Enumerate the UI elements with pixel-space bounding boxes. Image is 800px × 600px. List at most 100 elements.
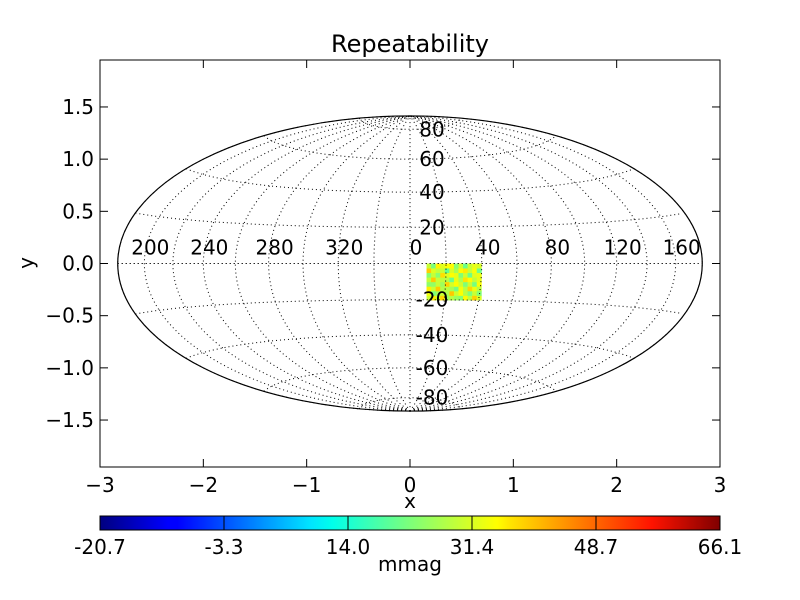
data-cell [431, 263, 437, 269]
data-cell [426, 290, 432, 296]
x-tick-label: −3 [85, 473, 114, 497]
data-cell [458, 281, 464, 287]
meridian-line [409, 115, 586, 412]
data-cell [458, 290, 464, 296]
y-tick-label: 1.0 [62, 147, 94, 171]
y-tick-label: 0.5 [62, 199, 94, 223]
data-cell [431, 277, 437, 283]
data-cell [449, 277, 455, 283]
data-cell [431, 281, 437, 287]
meridian-label: 80 [545, 236, 570, 260]
x-tick-label: 1 [507, 473, 520, 497]
colorbar-tick-label: -20.7 [74, 535, 126, 559]
meridian-label: 120 [604, 236, 642, 260]
data-cell [440, 286, 446, 292]
data-cell [463, 263, 468, 269]
meridian-line [143, 115, 411, 412]
data-cell [435, 290, 441, 296]
parallel-label: 60 [419, 147, 444, 171]
parallel-label: -40 [416, 323, 449, 347]
data-cell [458, 286, 464, 292]
y-ticks: 1.5 1.0 0.5 0.0 −0.5 −1.0 −1.5 [45, 95, 720, 432]
data-cell [467, 263, 473, 269]
data-cell [463, 295, 468, 301]
x-tick-label: 2 [610, 473, 623, 497]
data-cell [476, 281, 482, 287]
data-cell [440, 277, 446, 283]
data-cell [467, 281, 473, 287]
colorbar-tick-label: -3.3 [204, 535, 243, 559]
data-cell [467, 286, 473, 292]
colorbar-label: mmag [378, 552, 442, 576]
y-axis-label: y [14, 257, 38, 269]
meridian-label: 40 [475, 236, 500, 260]
data-cell [444, 268, 450, 274]
data-cell [444, 286, 450, 292]
y-tick-label: 0.0 [62, 252, 94, 276]
data-cell [458, 272, 464, 278]
meridian-line [234, 115, 411, 412]
data-cell [431, 295, 437, 301]
data-cell [453, 295, 459, 301]
graticule [117, 115, 703, 412]
data-cell [431, 268, 437, 274]
meridian-labels: 200 240 280 320 0 40 80 120 160 [131, 236, 701, 260]
data-cell [467, 277, 473, 283]
data-cell [431, 286, 437, 292]
parallel-label: -80 [416, 386, 449, 410]
data-cell [463, 281, 468, 287]
data-cell [463, 286, 468, 292]
parallel-line [263, 135, 556, 160]
data-cell [435, 272, 441, 278]
projection-boundary [117, 115, 703, 412]
data-cell [472, 277, 478, 283]
meridian-label: 320 [325, 236, 363, 260]
x-ticks: −3 −2 −1 0 1 2 3 [85, 60, 726, 497]
data-cell [435, 277, 441, 283]
data-cell [449, 263, 455, 269]
data-cell [472, 263, 478, 269]
x-axis-label: x [404, 489, 416, 513]
data-cell [463, 272, 468, 278]
data-cell [472, 286, 478, 292]
data-cell [453, 277, 459, 283]
data-cell [444, 281, 450, 287]
data-cell [467, 295, 473, 301]
data-cell [440, 272, 446, 278]
x-tick-label: 0 [404, 473, 417, 497]
data-cell [476, 263, 482, 269]
meridian-line [409, 115, 677, 412]
data-cell [431, 272, 437, 278]
meridian-line [409, 115, 518, 412]
data-cell [435, 295, 441, 301]
data-cell [453, 281, 459, 287]
x-tick-label: 3 [714, 473, 727, 497]
data-cell [426, 277, 432, 283]
data-cell [472, 268, 478, 274]
meridian-line [409, 115, 648, 412]
parallel-line [358, 397, 462, 410]
data-cell [476, 286, 482, 292]
data-cell [467, 290, 473, 296]
data-cell [426, 295, 432, 301]
parallel-label: 80 [419, 117, 444, 141]
data-cell [472, 295, 478, 301]
data-cell [453, 263, 459, 269]
data-cell [426, 286, 432, 292]
data-cell [472, 290, 478, 296]
x-tick-label: −2 [189, 473, 218, 497]
data-cell [458, 263, 464, 269]
data-cell [453, 268, 459, 274]
meridian-label: 240 [190, 236, 228, 260]
data-cell [449, 295, 455, 301]
data-cell [449, 281, 455, 287]
data-cell [440, 290, 446, 296]
data-cell [476, 272, 482, 278]
data-cell [444, 263, 450, 269]
meridian-label: 0 [410, 236, 423, 260]
data-cell [426, 272, 432, 278]
x-tick-label: −1 [292, 473, 321, 497]
parallel-line [358, 117, 462, 130]
data-cell [431, 290, 437, 296]
y-tick-label: −1.5 [45, 408, 94, 432]
